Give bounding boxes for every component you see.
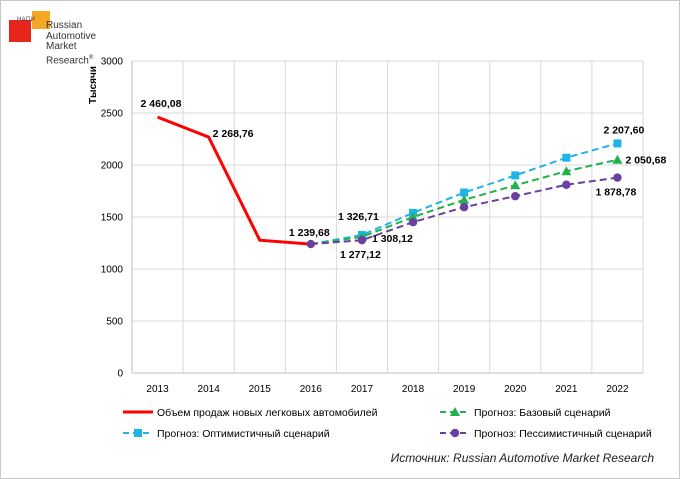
series-line	[157, 115, 311, 246]
logo-small-text: НАПИ	[17, 17, 36, 23]
legend-label: Прогноз: Пессимистичный сценарий	[474, 428, 652, 440]
marker-square	[134, 429, 142, 437]
data-label: 1 239,68	[289, 227, 330, 239]
series-3	[310, 173, 622, 246]
data-label: 1 277,12	[340, 249, 381, 261]
marker-circle	[562, 180, 571, 189]
legend-item: Прогноз: Оптимистичный сценарий	[123, 428, 330, 440]
data-label: 2 460,08	[141, 98, 182, 110]
logo-line: Automotive	[46, 30, 97, 42]
y-tick-label: 2000	[101, 161, 124, 172]
marker-circle	[306, 239, 316, 249]
marker-circle	[511, 192, 520, 201]
axes: 0 500 1000 1500 2000 2500 3000 2013 2014 2015 2016…	[88, 57, 643, 395]
logo-line: Russian	[46, 20, 83, 31]
data-label: 1 308,12	[372, 233, 413, 245]
marker-square	[613, 139, 622, 148]
marker-square	[562, 153, 571, 162]
legend-item: Прогноз: Пессимистичный сценарий	[440, 428, 652, 440]
logo-red-square	[9, 20, 31, 42]
legend-item: Прогноз: Базовый сценарий	[440, 407, 611, 419]
legend-label: Объем продаж новых легковых автомобилей	[157, 407, 378, 419]
data-label: 2 268,76	[213, 128, 254, 140]
marker-circle	[357, 235, 367, 245]
y-tick-label: 1000	[101, 265, 124, 276]
y-tick-label: 1500	[101, 213, 124, 224]
data-label: 1 878,78	[595, 187, 636, 199]
registered-mark: ®	[88, 54, 94, 61]
x-tick-label: 2020	[504, 384, 527, 395]
y-tick-label: 0	[117, 369, 123, 380]
marker-circle	[459, 202, 469, 212]
logo-line-research: Research	[46, 54, 89, 66]
x-tick-label: 2019	[453, 384, 476, 395]
y-axis-title: Тысячи	[88, 66, 99, 104]
marker-circle	[450, 428, 460, 438]
y-tick-label: 3000	[101, 57, 124, 68]
x-tick-label: 2017	[351, 384, 374, 395]
series-0	[157, 115, 311, 246]
x-tick-label: 2016	[300, 384, 323, 395]
logo-text: Russian Automotive Market Research®	[46, 20, 97, 67]
y-tick-label: 500	[106, 317, 123, 328]
x-tick-label: 2014	[198, 384, 221, 395]
logo-line: Research®	[46, 53, 96, 67]
series-1	[310, 139, 622, 246]
logo-line: Market	[46, 41, 77, 52]
marker-triangle	[510, 180, 521, 190]
legend-item: Объем продаж новых легковых автомобилей	[123, 407, 378, 419]
grid	[131, 60, 644, 374]
data-label: 1 326,71	[338, 211, 379, 223]
y-tick-label: 2500	[101, 109, 124, 120]
marker-circle	[408, 218, 418, 227]
marker-square	[460, 188, 469, 197]
marker-square	[511, 171, 520, 180]
legend-label: Прогноз: Оптимистичный сценарий	[157, 428, 330, 440]
data-label: 2 207,60	[603, 124, 644, 136]
logo-orange-square	[32, 11, 50, 29]
data-labels: 2 460,08 2 268,76 1 239,68 1 326,71 2 207,60…	[141, 98, 667, 261]
series-2	[310, 154, 623, 246]
data-label: 2 050,68	[625, 155, 666, 167]
logo: НАПИ Russian Automotive Market Research®	[6, 8, 116, 68]
x-tick-label: 2013	[146, 384, 169, 395]
source-note: Источник: Russian Automotive Market Rese…	[390, 451, 654, 465]
marker-triangle	[450, 407, 460, 416]
x-tick-label: 2015	[249, 384, 272, 395]
legend-label: Прогноз: Базовый сценарий	[474, 407, 611, 419]
x-tick-label: 2018	[402, 384, 425, 395]
marker-triangle	[408, 212, 419, 221]
marker-triangle	[459, 194, 470, 204]
marker-triangle	[612, 154, 623, 164]
marker-triangle	[561, 166, 572, 176]
series-lines	[157, 115, 623, 249]
x-tick-label: 2021	[555, 384, 578, 395]
x-tick-label: 2022	[606, 384, 629, 395]
legend: Объем продаж новых легковых автомобилей П…	[123, 407, 652, 440]
marker-circle	[613, 173, 622, 182]
